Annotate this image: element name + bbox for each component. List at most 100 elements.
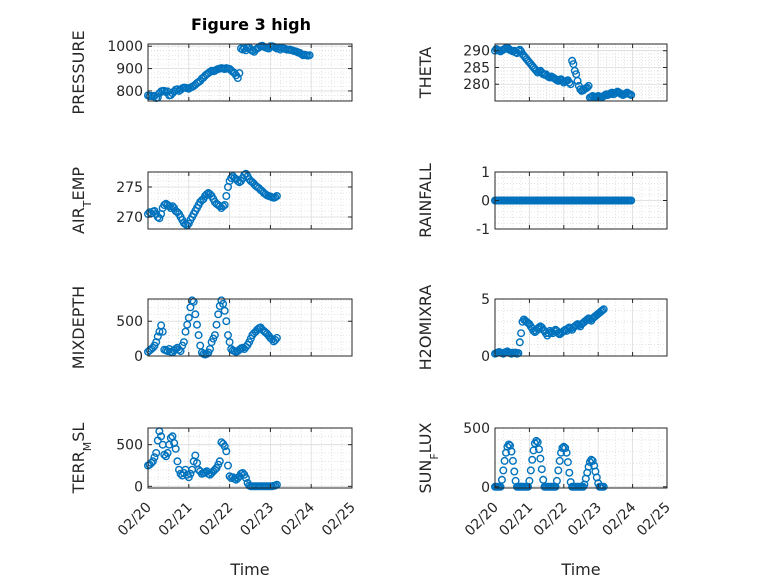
mixdepth-point xyxy=(148,343,157,352)
terr_msl-point xyxy=(215,457,224,466)
h2omixra-point xyxy=(599,305,608,314)
air_temp-ytick-label: 275 xyxy=(116,180,143,196)
h2omixra-ylabel: H2OMIXRA xyxy=(416,285,435,371)
sun_flux-point xyxy=(563,458,572,467)
mixdepth-point xyxy=(222,317,231,326)
sun_flux-point xyxy=(554,466,563,475)
terr_msl-point xyxy=(152,449,161,458)
sun_flux-ylabel-rest: LUX xyxy=(416,422,435,453)
h2omixra-point xyxy=(535,323,544,332)
h2omixra-point xyxy=(550,326,559,335)
air_temp-point xyxy=(227,173,236,182)
theta-ylabel: THETA xyxy=(416,47,435,99)
air_temp-ylabel-rest: EMP xyxy=(69,167,88,201)
h2omixra-point xyxy=(598,306,607,315)
sun_flux-point xyxy=(558,444,567,453)
theta-point xyxy=(573,76,582,85)
h2omixra-point xyxy=(517,329,526,338)
theta-point xyxy=(566,80,575,89)
sun_flux-point xyxy=(510,467,519,476)
mixdepth-point xyxy=(158,327,167,336)
sun_flux-point xyxy=(552,476,561,485)
sun_flux-axes-box xyxy=(494,427,668,489)
theta-point xyxy=(584,81,593,90)
sun_flux-point xyxy=(562,448,571,457)
mixdepth-point xyxy=(220,306,229,315)
sun_flux-point xyxy=(565,468,574,477)
sun_flux-point xyxy=(533,438,542,447)
air_temp-point xyxy=(272,191,281,200)
sun_flux-point xyxy=(584,462,593,471)
terr_msl-point xyxy=(186,469,195,478)
terr_msl-point xyxy=(223,461,232,470)
terr_msl-ylabel-sub: M xyxy=(81,442,94,452)
air_temp-point xyxy=(155,214,164,223)
sun_flux-point xyxy=(507,447,516,456)
air_temp-point xyxy=(160,200,169,209)
sun_flux-point xyxy=(532,436,541,445)
theta-point xyxy=(565,78,574,87)
terr_msl-ytick-label: 0 xyxy=(134,479,143,495)
air_temp-ytick-label: 270 xyxy=(116,210,143,226)
sun_flux-ylabel-sub: F xyxy=(428,453,441,459)
sun_flux-point xyxy=(588,456,597,465)
terr_msl-ylabel-rest: SL xyxy=(69,423,88,442)
sun_flux-point xyxy=(500,456,509,465)
rainfall-point xyxy=(627,196,636,205)
mixdepth-point xyxy=(171,345,180,354)
sun_flux-ytick-label: 500 xyxy=(463,421,490,437)
terr_msl-ytick-label: 500 xyxy=(116,438,143,454)
pressure-axes-box xyxy=(147,43,353,102)
mixdepth-point xyxy=(212,320,221,329)
figure-title: Figure 3 high xyxy=(191,15,311,34)
mixdepth-point xyxy=(184,313,193,322)
sun_flux-ytick-label: 0 xyxy=(481,480,490,496)
theta-axes-box xyxy=(494,43,668,102)
air_temp-point xyxy=(202,190,211,199)
rainfall-ytick-label: -1 xyxy=(476,222,490,238)
mixdepth-point xyxy=(181,327,190,336)
mixdepth-point xyxy=(179,338,188,347)
h2omixra-point xyxy=(515,338,524,347)
mixdepth-ytick-label: 500 xyxy=(116,314,143,330)
sun_flux-point xyxy=(555,456,564,465)
theta-point xyxy=(621,89,630,98)
pressure-point xyxy=(305,51,314,60)
mixdepth-point xyxy=(271,336,280,345)
terr_msl-point xyxy=(150,453,159,462)
mixdepth-point xyxy=(210,331,219,340)
sun_flux-point xyxy=(529,446,538,455)
pressure-point xyxy=(233,73,242,82)
sun_flux-point xyxy=(504,440,513,449)
terr_msl-point xyxy=(163,449,172,458)
pressure-ytick-label: 800 xyxy=(116,84,143,100)
pressure-ytick-label: 1000 xyxy=(107,39,143,55)
mixdepth-point xyxy=(272,333,281,342)
air_temp-ylabel-sub: T xyxy=(81,200,94,208)
terr_msl-point xyxy=(173,457,182,466)
pressure-point xyxy=(160,86,169,95)
h2omixra-point xyxy=(559,326,568,335)
theta-ytick-label: 290 xyxy=(463,44,490,60)
rainfall-ytick-label: 1 xyxy=(481,165,490,181)
h2omixra-ytick-label: 5 xyxy=(481,292,490,308)
sun_flux-point xyxy=(508,456,517,465)
terr_msl-point xyxy=(222,447,231,456)
h2omixra-ytick-label: 0 xyxy=(481,349,490,365)
sun_flux-point xyxy=(528,455,537,464)
air_temp-point xyxy=(165,202,174,211)
subplot-pressure: 800 900 1000 PRESSURE xyxy=(69,30,353,115)
rainfall-ylabel: RAINFALL xyxy=(416,163,435,238)
mixdepth-point xyxy=(223,331,232,340)
terr_msl-xlabel: Time xyxy=(229,560,269,579)
subplot-rainfall: -1 0 1 RAINFALL xyxy=(416,163,668,238)
terr_msl-axes-box xyxy=(147,427,353,489)
air_temp-point xyxy=(215,202,224,211)
theta-ytick-label: 280 xyxy=(463,77,490,93)
mixdepth-point xyxy=(214,310,223,319)
mixdepth-ytick-label: 0 xyxy=(134,349,143,365)
